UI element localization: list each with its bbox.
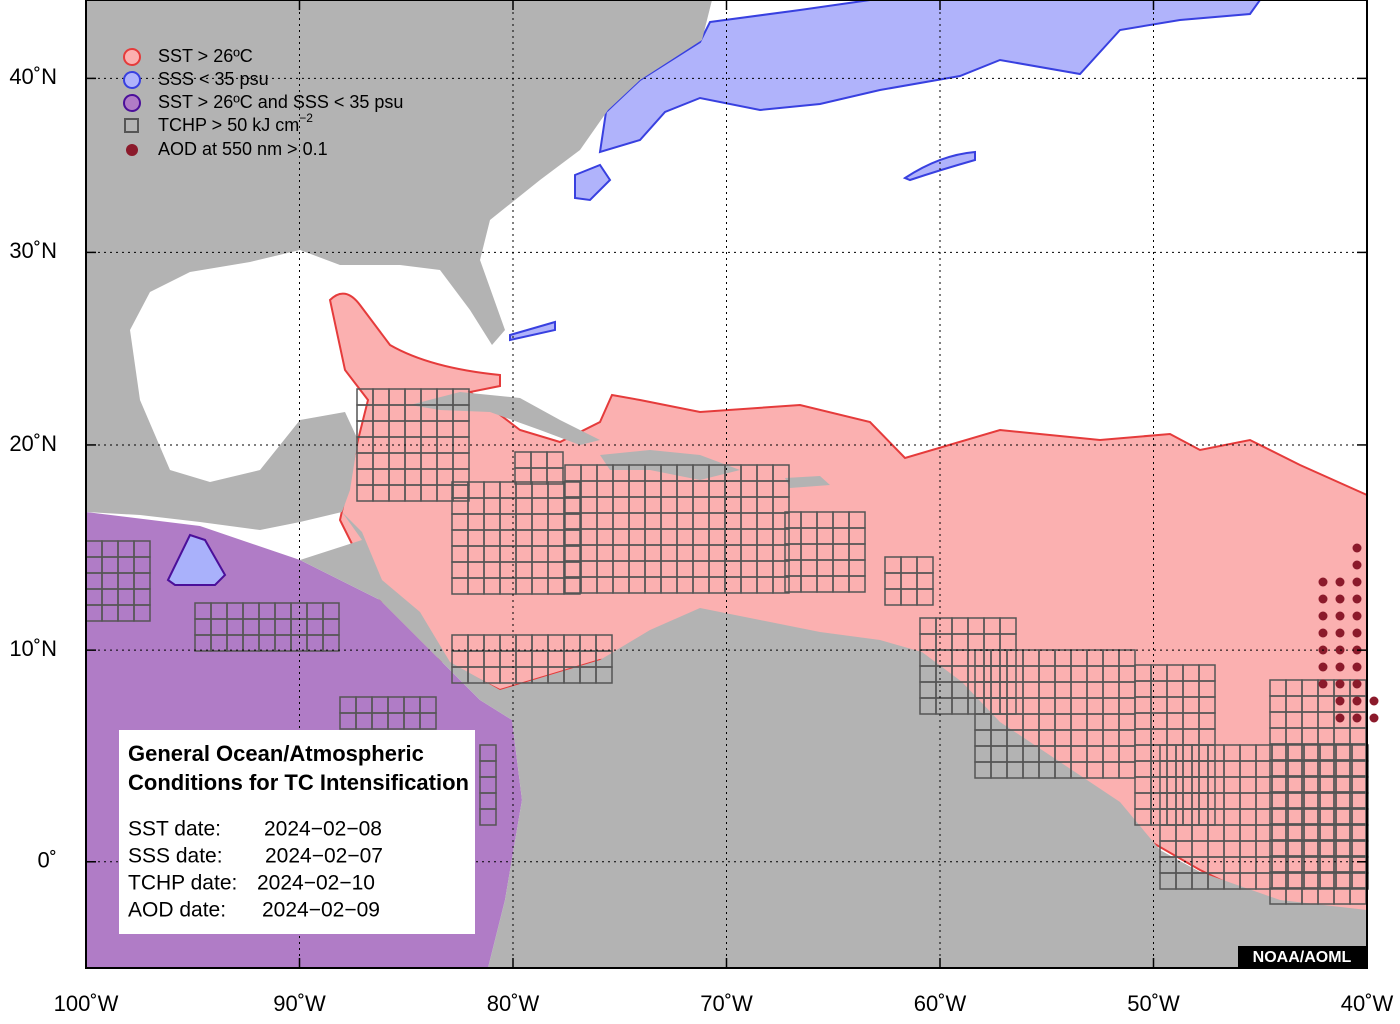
y-tick-label: 30˚N	[9, 238, 57, 263]
aod-dot	[1352, 696, 1362, 706]
aod-dot	[1335, 713, 1345, 723]
info-box: General Ocean/Atmospheric Conditions for…	[119, 730, 475, 934]
legend-label: SST > 26ºC and SSS < 35 psu	[158, 92, 403, 112]
legend-symbol	[123, 48, 141, 66]
aod-dot	[1335, 577, 1345, 587]
aod-dot	[1335, 696, 1345, 706]
aod-dot	[1352, 611, 1362, 621]
aod-dot	[1352, 560, 1362, 570]
aod-dot	[1352, 594, 1362, 604]
aod-dot	[1335, 662, 1345, 672]
x-tick-label: 80˚W	[487, 991, 540, 1016]
legend-label: SSS < 35 psu	[158, 69, 269, 89]
legend-label: AOD at 550 nm > 0.1	[158, 139, 328, 159]
credit-bg	[1238, 946, 1367, 968]
aod-dot	[1369, 713, 1379, 723]
north-america	[86, 0, 712, 530]
aod-dot	[1352, 679, 1362, 689]
info-value: 2024−02−07	[265, 845, 383, 868]
tchp-cell	[772, 576, 790, 594]
info-value: 2024−02−08	[264, 818, 382, 841]
legend: SST > 26ºC SSS < 35 psu SST > 26ºC and S…	[123, 46, 403, 159]
tchp-cell	[452, 484, 470, 502]
info-title: Conditions for TC Intensification	[128, 770, 469, 795]
aod-dot	[1318, 594, 1328, 604]
map-frame	[85, 0, 1368, 969]
info-box-bg	[119, 730, 475, 934]
y-tick-label: 0˚	[37, 848, 57, 873]
sss-blob	[509, 150, 976, 342]
aod-dot	[1352, 713, 1362, 723]
legend-symbol	[123, 71, 141, 89]
aod-dot	[1335, 628, 1345, 638]
legend-label: SST > 26ºC	[158, 46, 253, 66]
aod-dot	[1318, 628, 1328, 638]
aod-dot	[1318, 662, 1328, 672]
aod-dot	[1318, 611, 1328, 621]
tchp-cell	[419, 712, 437, 730]
tchp-cell	[133, 604, 151, 622]
tchp-cell	[563, 577, 581, 595]
tchp-cell	[479, 808, 497, 826]
tchp-grid	[85, 388, 1369, 905]
x-tick-label: 50˚W	[1127, 991, 1180, 1016]
legend-symbol	[123, 94, 141, 112]
aod-dot	[1335, 594, 1345, 604]
legend-symbol	[124, 118, 139, 133]
x-tick-label: 70˚W	[700, 991, 753, 1016]
tchp-cell	[322, 634, 340, 652]
aod-dot	[1318, 679, 1328, 689]
x-tick-label: 90˚W	[273, 991, 326, 1016]
x-tick-label: 40˚W	[1341, 991, 1394, 1016]
legend-label-sup: −2	[299, 111, 313, 125]
x-tick-label: 60˚W	[914, 991, 967, 1016]
info-value: 2024−02−10	[257, 872, 375, 895]
aod-dot	[1318, 577, 1328, 587]
aod-dot	[1352, 543, 1362, 553]
y-tick-label: 10˚N	[9, 636, 57, 661]
tchp-cell	[848, 575, 866, 593]
aod-dot	[1352, 628, 1362, 638]
x-tick-label: 100˚W	[54, 991, 119, 1016]
sss-region	[598, 0, 1262, 154]
legend-label: TCHP > 50 kJ cm−2	[158, 111, 313, 135]
aod-dot	[1352, 577, 1362, 587]
y-tick-label: 40˚N	[9, 64, 57, 89]
aod-dot	[1335, 679, 1345, 689]
tchp-cell	[546, 467, 564, 485]
info-title: General Ocean/Atmospheric	[128, 741, 424, 766]
sss-blob	[166, 533, 227, 586]
y-tick-label: 20˚N	[9, 431, 57, 456]
aod-dot	[1369, 696, 1379, 706]
info-label: TCHP date:	[128, 872, 237, 895]
south-central-america	[300, 512, 1367, 968]
info-label: AOD date:	[128, 899, 226, 922]
info-label: SSS date:	[128, 845, 223, 868]
aod-dot	[1335, 611, 1345, 621]
aod-dot	[1352, 662, 1362, 672]
credit: NOAA/AOML	[1253, 949, 1352, 966]
legend-label-main: TCHP > 50 kJ cm	[158, 115, 299, 135]
info-label: SST date:	[128, 818, 221, 841]
info-value: 2024−02−09	[262, 899, 380, 922]
tchp-cell	[595, 666, 613, 684]
legend-symbol	[126, 144, 138, 156]
tchp-cell	[916, 588, 934, 606]
